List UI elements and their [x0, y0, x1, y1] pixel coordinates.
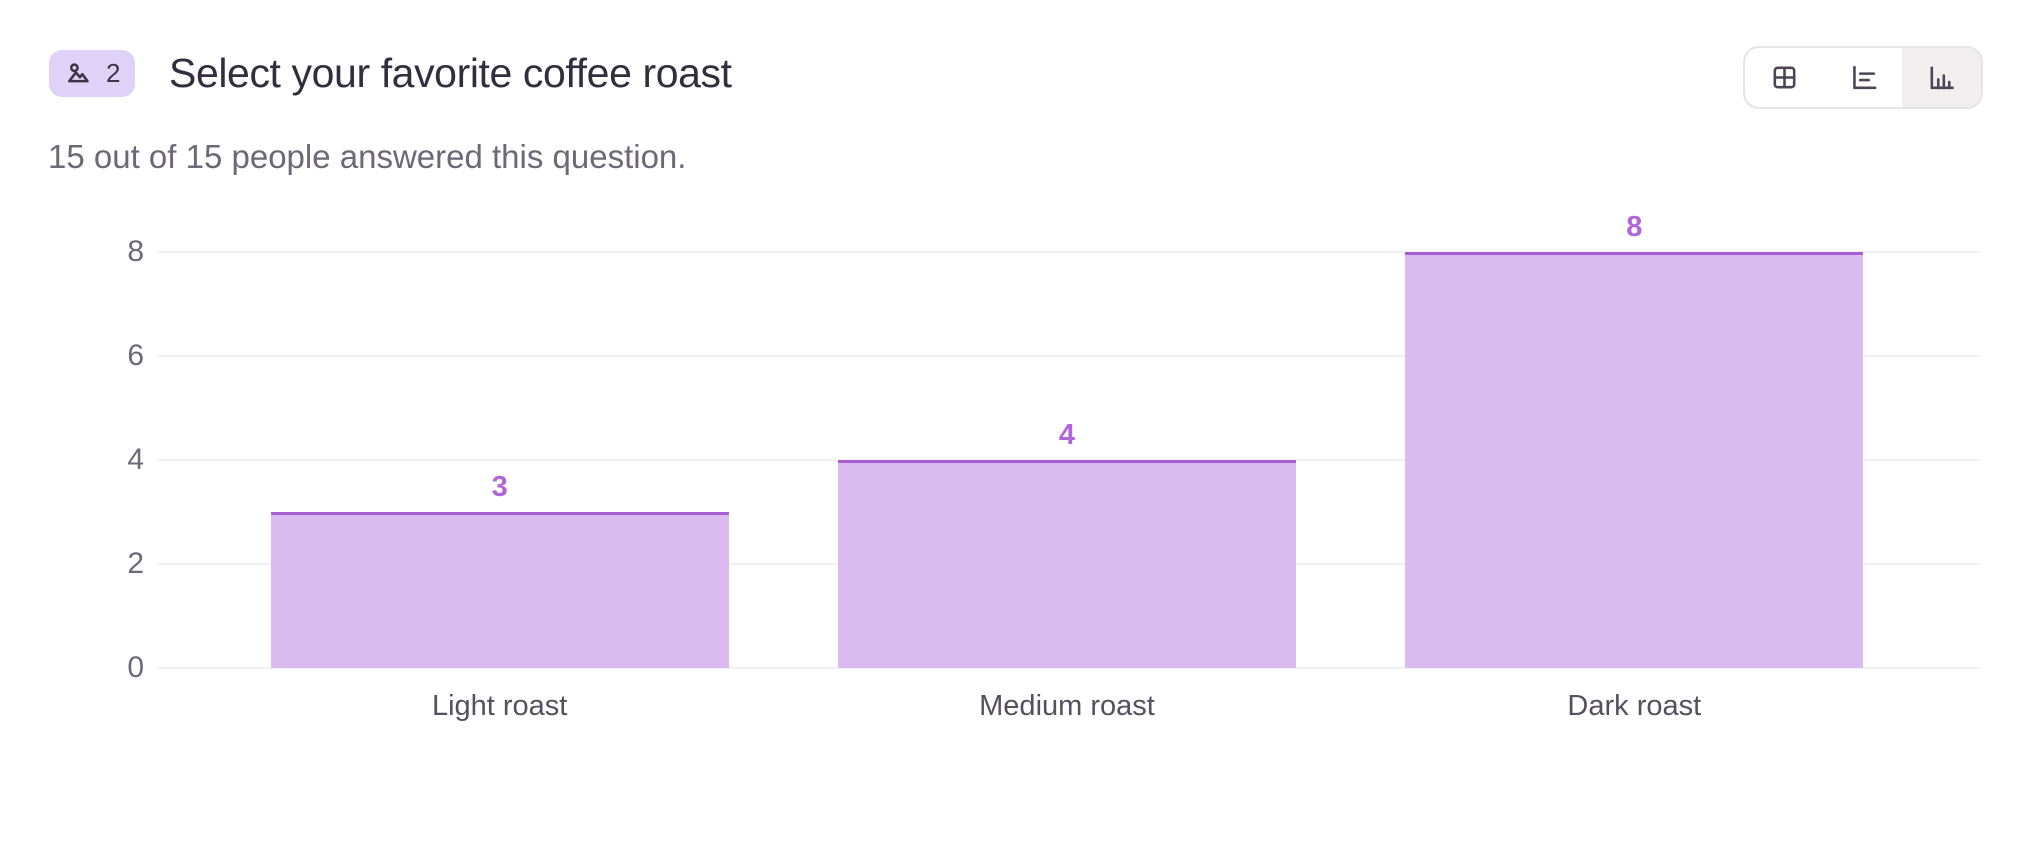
bar-column: 4 Medium roast [783, 252, 1350, 722]
bar-chart: 3 Light roast 4 Medium roast 8 Dark roast 0 2 4… [127, 213, 1980, 722]
x-axis-category-label: Light roast [431, 690, 568, 722]
bars-row: 3 Light roast 4 Medium roast 8 Dark roast [216, 213, 1918, 722]
x-axis-category-label: Dark roast [1567, 690, 1702, 722]
gridline [158, 355, 1980, 357]
horizontal-bar-chart-icon [1848, 62, 1879, 93]
image-icon [64, 59, 93, 88]
bar-value-label: 3 [491, 471, 508, 503]
y-axis-tick-label: 8 [127, 235, 144, 268]
vertical-bar-chart-icon [1926, 62, 1957, 93]
bar-value-label: 4 [1058, 419, 1076, 451]
x-axis-category-label: Medium roast [979, 690, 1155, 722]
question-number: 2 [106, 58, 121, 88]
y-axis-tick-label: 6 [127, 339, 144, 372]
bar-dark-roast [1405, 252, 1864, 668]
table-grid-icon [1769, 62, 1800, 93]
bar-light-roast [270, 512, 729, 668]
bar-medium-roast [837, 460, 1296, 668]
y-axis-tick-label: 0 [127, 651, 144, 684]
y-axis-tick-label: 2 [127, 547, 144, 580]
question-number-badge: 2 [49, 50, 136, 97]
y-axis-tick-label: 4 [127, 443, 144, 476]
gridline [158, 251, 1980, 253]
view-toggle-vertical-bars-button[interactable] [1902, 48, 1981, 107]
gridline [158, 667, 1980, 669]
view-toggle-table-button[interactable] [1745, 48, 1824, 107]
chart-view-toggle-group [1743, 46, 1983, 109]
bar-value-label: 8 [1626, 211, 1643, 243]
question-title: Select your favorite coffee roast [169, 50, 732, 96]
view-toggle-horizontal-bars-button[interactable] [1824, 48, 1903, 107]
bar-column: 8 Dark roast [1351, 213, 1918, 722]
answered-summary: 15 out of 15 people answered this questi… [48, 138, 687, 175]
bar-column: 3 Light roast [216, 252, 783, 722]
